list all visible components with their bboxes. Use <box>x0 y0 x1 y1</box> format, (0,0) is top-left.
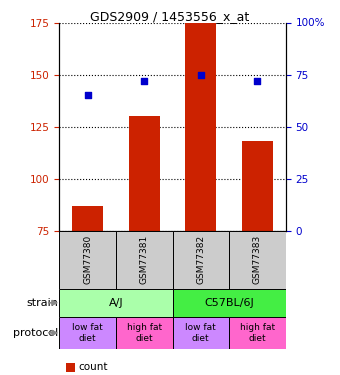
Text: count: count <box>78 362 108 372</box>
Text: A/J: A/J <box>109 298 123 308</box>
Text: low fat
diet: low fat diet <box>185 323 216 342</box>
Text: strain: strain <box>26 298 58 308</box>
Bar <box>185 22 216 231</box>
Point <box>141 78 147 84</box>
Text: GSM77381: GSM77381 <box>140 235 149 284</box>
Bar <box>173 231 229 289</box>
Bar <box>116 231 173 289</box>
Bar <box>116 317 173 349</box>
Bar <box>173 289 286 317</box>
Text: GSM77383: GSM77383 <box>253 235 262 284</box>
Bar <box>229 231 286 289</box>
Text: low fat
diet: low fat diet <box>72 323 103 342</box>
Bar <box>229 317 286 349</box>
Text: GSM77380: GSM77380 <box>83 235 92 284</box>
Point <box>255 78 260 84</box>
Text: protocol: protocol <box>13 328 58 338</box>
Text: GSM77382: GSM77382 <box>196 235 205 284</box>
Bar <box>72 206 103 231</box>
Bar <box>173 317 229 349</box>
Bar <box>66 363 75 372</box>
Bar <box>129 116 160 231</box>
Text: high fat
diet: high fat diet <box>240 323 275 342</box>
Text: C57BL/6J: C57BL/6J <box>204 298 254 308</box>
Bar <box>59 289 173 317</box>
Text: high fat
diet: high fat diet <box>127 323 162 342</box>
Bar <box>242 141 273 231</box>
Point <box>85 92 90 98</box>
Point <box>198 72 204 78</box>
Bar <box>59 231 116 289</box>
Bar <box>59 317 116 349</box>
Text: GDS2909 / 1453556_x_at: GDS2909 / 1453556_x_at <box>90 10 250 24</box>
